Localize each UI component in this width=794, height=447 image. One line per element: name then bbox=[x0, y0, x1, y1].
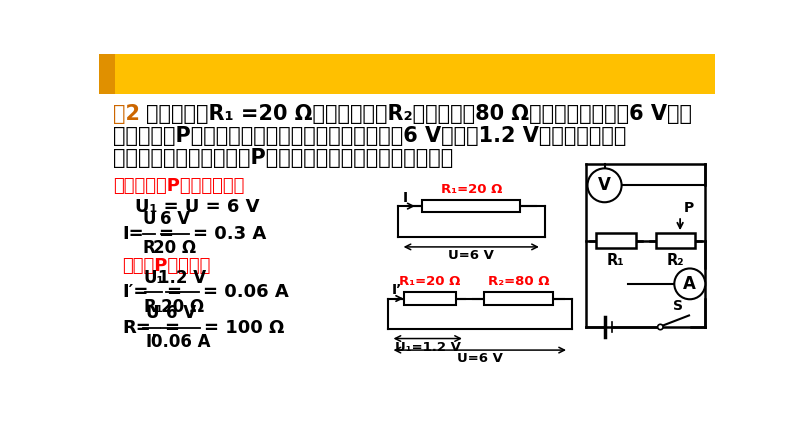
Text: 1.2 V: 1.2 V bbox=[158, 269, 206, 287]
Text: 20 Ω: 20 Ω bbox=[160, 298, 204, 316]
Text: U=6 V: U=6 V bbox=[449, 249, 494, 262]
Text: U₁=1.2 V: U₁=1.2 V bbox=[395, 341, 461, 354]
Text: 中，当滑片P由最左端滑到最右端时，电压表示数由6 V变化为1.2 V，则电流表示数: 中，当滑片P由最左端滑到最右端时，电压表示数由6 V变化为1.2 V，则电流表示… bbox=[114, 126, 626, 146]
Text: 如图所示，R₁ =20 Ω，滑动变阻器R₂最大阻值为80 Ω，电路接在电压为6 V电路: 如图所示，R₁ =20 Ω，滑动变阻器R₂最大阻值为80 Ω，电路接在电压为6 … bbox=[146, 105, 692, 124]
Text: = 100 Ω: = 100 Ω bbox=[204, 319, 284, 337]
Text: U=6 V: U=6 V bbox=[457, 352, 503, 365]
Bar bbox=[596, 233, 635, 249]
Text: I=: I= bbox=[122, 225, 145, 243]
Circle shape bbox=[674, 269, 705, 299]
Text: R₁: R₁ bbox=[144, 298, 164, 316]
Text: I’: I’ bbox=[392, 283, 403, 297]
Text: =: = bbox=[166, 283, 181, 301]
Text: R₂: R₂ bbox=[667, 253, 684, 268]
Text: R: R bbox=[142, 239, 155, 257]
Text: U: U bbox=[145, 304, 159, 322]
Text: R₁: R₁ bbox=[607, 253, 625, 268]
Bar bbox=[422, 200, 520, 212]
Text: I’: I’ bbox=[146, 333, 158, 351]
Text: U₁: U₁ bbox=[143, 269, 164, 287]
Bar bbox=[656, 233, 696, 249]
Text: A: A bbox=[684, 275, 696, 293]
Text: 20 Ω: 20 Ω bbox=[153, 239, 196, 257]
Text: 例2: 例2 bbox=[114, 105, 141, 124]
Circle shape bbox=[588, 169, 622, 202]
Text: 6 V: 6 V bbox=[165, 304, 195, 322]
Text: 当滑片P在最右端: 当滑片P在最右端 bbox=[122, 257, 211, 275]
Text: R₂=80 Ω: R₂=80 Ω bbox=[488, 275, 549, 288]
Text: P: P bbox=[684, 201, 694, 215]
Text: = 0.06 A: = 0.06 A bbox=[202, 283, 288, 301]
Text: U₁ = U = 6 V: U₁ = U = 6 V bbox=[135, 198, 260, 216]
Text: 0.06 A: 0.06 A bbox=[151, 333, 210, 351]
Text: =: = bbox=[159, 225, 174, 243]
Text: V: V bbox=[598, 176, 611, 194]
Text: R=: R= bbox=[122, 319, 151, 337]
Bar bbox=[99, 54, 715, 94]
Text: S: S bbox=[673, 299, 683, 313]
Text: I′=: I′= bbox=[122, 283, 149, 301]
Text: I: I bbox=[403, 190, 408, 205]
Text: 6 V: 6 V bbox=[160, 211, 190, 228]
Text: = 0.3 A: = 0.3 A bbox=[193, 225, 266, 243]
Text: R₁=20 Ω: R₁=20 Ω bbox=[399, 275, 461, 288]
Text: U: U bbox=[142, 211, 156, 228]
Text: 解：当滑片P在最左端时，: 解：当滑片P在最左端时， bbox=[114, 177, 245, 195]
Bar bbox=[484, 292, 553, 305]
Text: =: = bbox=[164, 319, 179, 337]
Text: R₁=20 Ω: R₁=20 Ω bbox=[441, 183, 502, 196]
Text: 变化范围是多少？当滑片P在最右端时串联电路的电阻多大？: 变化范围是多少？当滑片P在最右端时串联电路的电阻多大？ bbox=[114, 148, 453, 168]
Bar bbox=[403, 292, 457, 305]
Circle shape bbox=[657, 324, 663, 330]
Bar bbox=[99, 54, 115, 94]
